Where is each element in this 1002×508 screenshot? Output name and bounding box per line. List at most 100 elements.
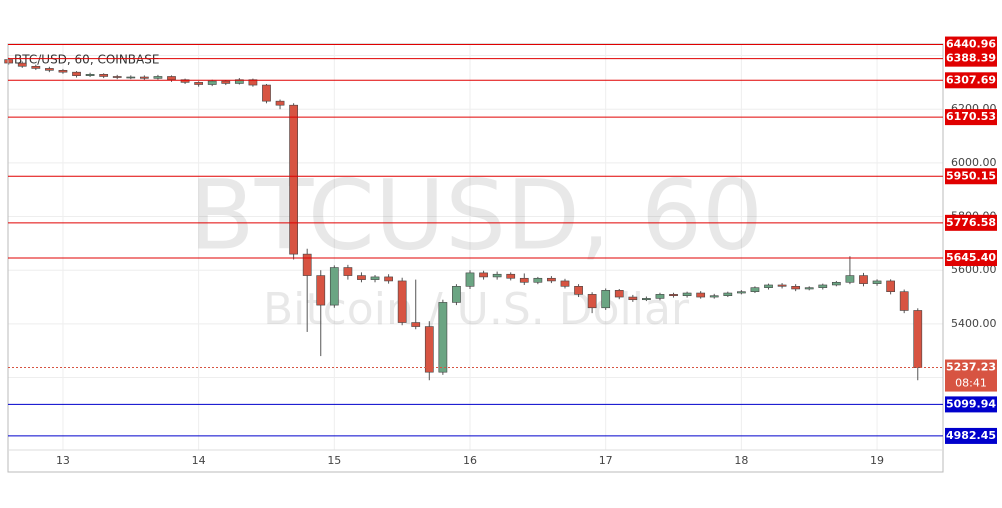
candle-body (99, 74, 109, 77)
candle-body (194, 82, 204, 85)
level-label: 4982.45 (946, 429, 996, 442)
x-tick-label: 14 (192, 454, 206, 467)
candle-body (343, 267, 353, 276)
candle-body (899, 291, 909, 311)
candle-body (397, 280, 407, 323)
candle-body (302, 253, 312, 276)
candle-body (859, 275, 868, 284)
candle-body (628, 296, 638, 301)
level-label: 5776.58 (946, 216, 996, 229)
candle-body (221, 80, 231, 84)
candle-body (31, 65, 41, 69)
candle-body (831, 281, 841, 286)
level-tag (945, 250, 997, 267)
candle-body (72, 71, 81, 76)
candle-body (153, 76, 163, 79)
candle-body (424, 326, 434, 373)
candle-body (234, 79, 244, 84)
candle-body (587, 294, 597, 309)
candle-body (696, 292, 706, 298)
candle-body (533, 277, 543, 283)
level-label: 6388.39 (946, 52, 996, 65)
x-tick-label: 18 (734, 454, 748, 467)
x-tick-label: 13 (56, 454, 70, 467)
candle-body (85, 74, 95, 76)
y-tick-label: 5400.00 (951, 317, 997, 330)
candle-body (614, 290, 624, 298)
candle-body (764, 284, 773, 288)
chart-title: BTC/USD, 60, COINBASE (14, 53, 159, 67)
candle-body (737, 291, 746, 294)
candle-body (750, 287, 760, 292)
x-tick-label: 19 (870, 454, 884, 467)
level-tag (945, 214, 997, 231)
candle-body (207, 80, 217, 85)
candle-body (126, 76, 136, 79)
candle-body (384, 276, 393, 282)
candle-body (357, 275, 366, 280)
candle-body (58, 69, 68, 73)
candle-body (438, 302, 448, 373)
y-tick-label: 5600.00 (951, 263, 997, 276)
level-label: 6170.53 (946, 110, 996, 123)
candle-body (872, 280, 882, 284)
candle-body (547, 277, 556, 282)
level-tag (945, 168, 997, 185)
candle-body (669, 294, 678, 297)
candle-body (804, 287, 814, 290)
candle-body (17, 62, 27, 67)
candle-body (167, 76, 176, 80)
level-label: 5099.94 (946, 397, 996, 410)
candle-body (601, 290, 611, 309)
level-tag (945, 109, 997, 126)
candle-body (777, 284, 787, 287)
candle-body (45, 68, 54, 71)
candle-body (492, 273, 502, 278)
candle-body (818, 284, 828, 288)
candle-body (329, 267, 339, 306)
candle-body (574, 286, 583, 295)
candle-body (723, 292, 733, 297)
candle-body (411, 322, 421, 327)
candle-body (465, 272, 475, 287)
x-tick-label: 17 (599, 454, 613, 467)
candle-body (452, 286, 461, 303)
last-price-label: 5237.23 (946, 361, 996, 374)
candle-body (289, 104, 298, 255)
candle-body (262, 84, 271, 102)
grid (8, 44, 943, 450)
candle-body (4, 59, 14, 64)
watermark-subtitle: Bitcoin / U.S. Dollar (263, 284, 690, 335)
level-label: 6440.96 (946, 38, 996, 51)
level-tag (945, 396, 997, 413)
x-tick-label: 15 (327, 454, 341, 467)
candle-body (560, 280, 570, 287)
candle-body (886, 280, 895, 292)
candle-body (519, 277, 529, 283)
candle-body (139, 76, 149, 79)
y-tick-label: 6000.00 (951, 156, 997, 169)
level-label: 5645.40 (946, 251, 996, 264)
last-price-tag (945, 359, 997, 392)
candle-body (248, 79, 258, 86)
level-label: 5950.15 (946, 169, 996, 182)
x-tick-label: 16 (463, 454, 477, 467)
candle-body (180, 79, 190, 83)
candle-body (112, 76, 122, 78)
candle-body (791, 286, 801, 290)
candle-body (316, 275, 326, 306)
level-label: 6307.69 (946, 73, 996, 86)
level-tag (945, 72, 997, 89)
candle-body (275, 100, 285, 106)
level-tag (945, 50, 997, 67)
candle-body (370, 276, 380, 280)
candle-body (655, 294, 665, 299)
candle-body (913, 310, 923, 368)
countdown: 08:41 (955, 377, 987, 390)
candle-body (682, 292, 692, 297)
level-tag (945, 36, 997, 53)
plot (4, 57, 923, 381)
level-tag (945, 427, 997, 444)
